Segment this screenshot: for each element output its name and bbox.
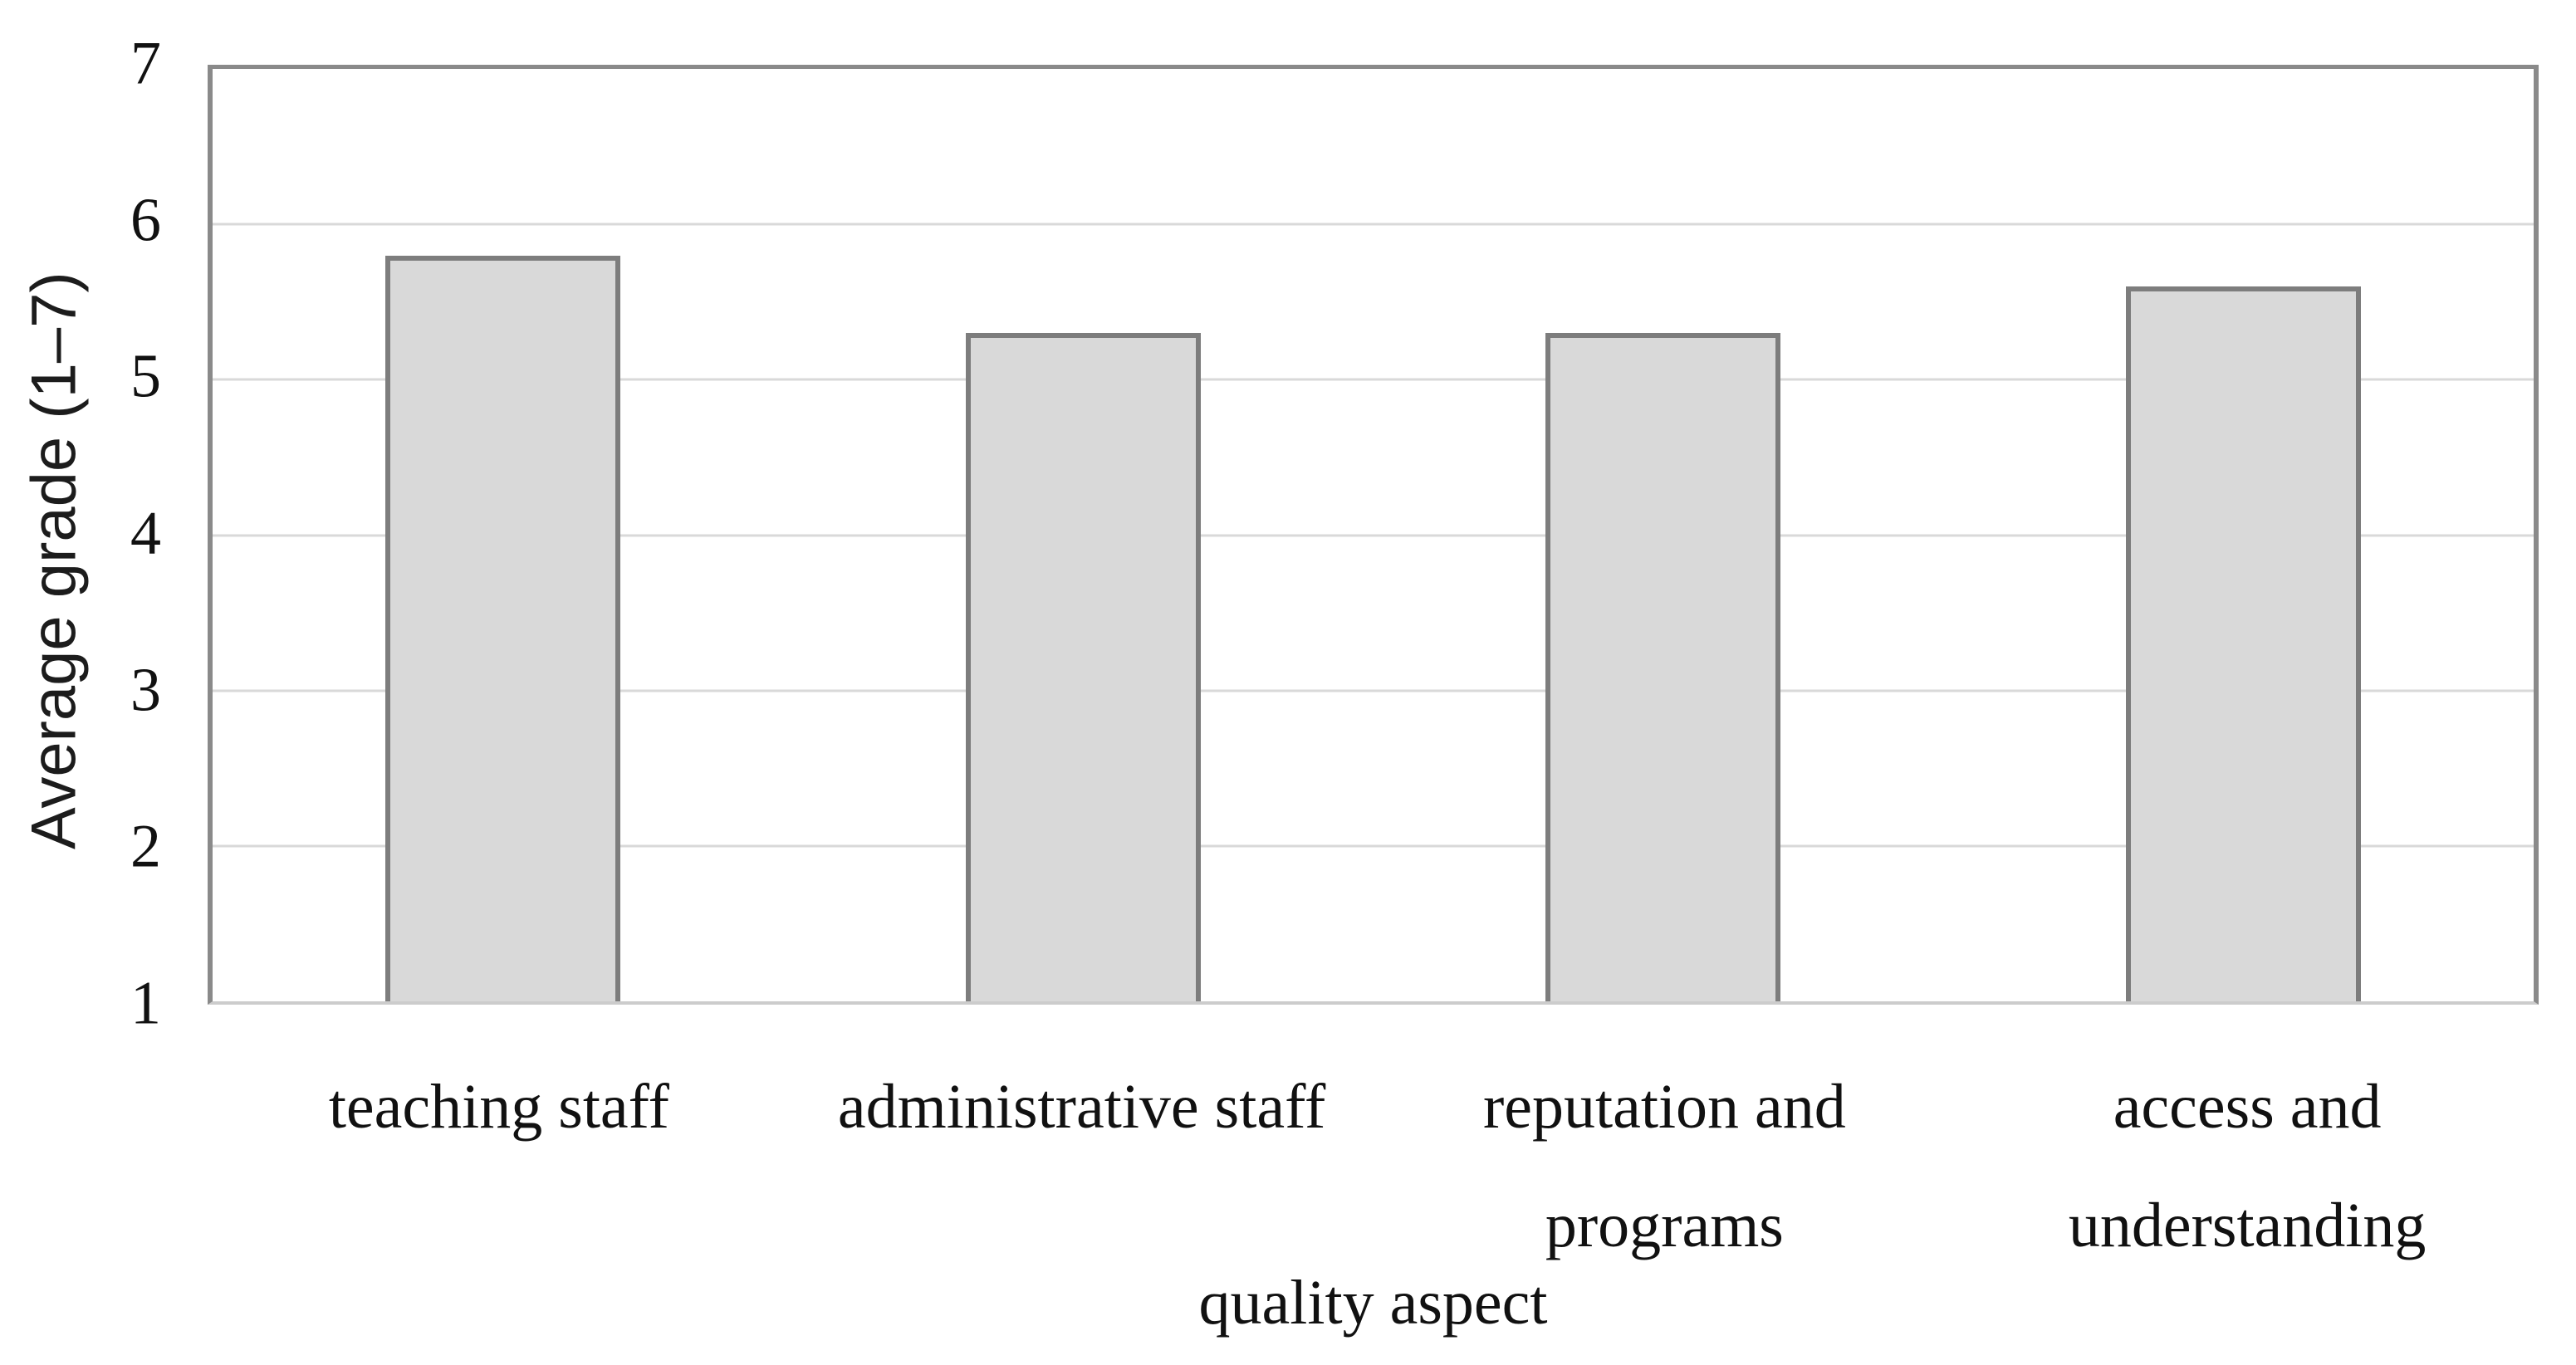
y-tick-label: 7 xyxy=(130,29,161,98)
y-tick-label: 4 xyxy=(130,499,161,568)
y-tick-label: 6 xyxy=(130,186,161,255)
x-category-label-line: access and xyxy=(2113,1072,2382,1142)
bar-slot xyxy=(213,69,793,1001)
bar-series xyxy=(213,69,2534,1001)
bar-slot xyxy=(1374,69,1954,1001)
x-category-label-line: administrative staff xyxy=(837,1072,1326,1142)
x-axis-title: quality aspect xyxy=(1198,1268,1548,1338)
y-tick-label: 5 xyxy=(130,342,161,411)
y-tick-label: 1 xyxy=(130,969,161,1038)
y-tick-label: 3 xyxy=(130,656,161,725)
bar-slot xyxy=(1953,69,2534,1001)
x-category-label: access and understanding xyxy=(1956,1048,2539,1285)
bar-slot xyxy=(793,69,1374,1001)
x-category-label-line: programs xyxy=(1545,1190,1784,1260)
bar xyxy=(2126,286,2362,1001)
gridline xyxy=(213,534,2534,536)
x-axis-category-labels: teaching staff administrative staff reputa… xyxy=(208,1005,2539,1285)
x-category-label-line: reputation and xyxy=(1482,1072,1846,1142)
x-category-label: reputation and programs xyxy=(1374,1048,1956,1285)
x-category-label-line: teaching staff xyxy=(328,1072,669,1142)
plot-area xyxy=(208,65,2539,1005)
gridline xyxy=(213,689,2534,692)
gridline xyxy=(213,223,2534,226)
x-category-label: administrative staff xyxy=(791,1048,1374,1285)
x-category-label-line: understanding xyxy=(2068,1190,2427,1260)
y-tick-label: 2 xyxy=(130,812,161,881)
gridline xyxy=(213,378,2534,381)
bar xyxy=(965,333,1201,1001)
gridline xyxy=(213,844,2534,848)
bar xyxy=(384,255,620,1001)
x-category-label: teaching staff xyxy=(208,1048,791,1285)
bar xyxy=(1545,333,1781,1001)
